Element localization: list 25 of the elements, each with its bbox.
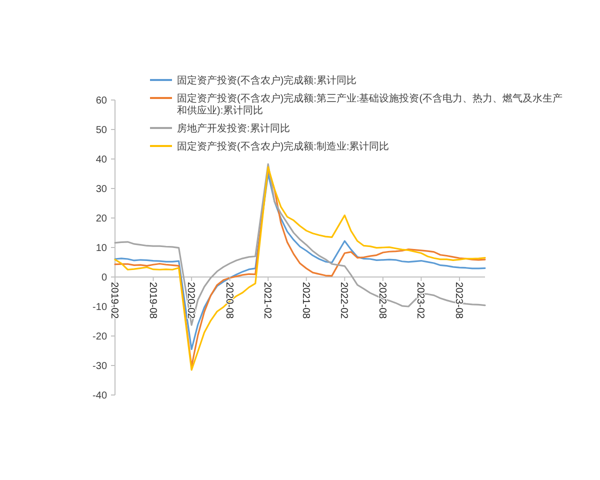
y-tick-label: -20 — [92, 332, 108, 342]
y-tick-label: -40 — [92, 390, 108, 402]
x-tick-label: 2021-08 — [300, 282, 311, 320]
legend-label: 房地产开发投资:累计同比 — [177, 122, 290, 134]
x-tick-label: 2022-02 — [338, 282, 350, 320]
y-tick-label: -30 — [92, 361, 108, 372]
legend-label: 固定资产投资(不含农户)完成额:第三产业:基础设施投资(不含电力、热力、燃气及水生产和供应业):累计同比 — [177, 92, 563, 116]
y-tick-label: -10 — [92, 302, 108, 313]
x-tick-label: 2022-08 — [376, 282, 388, 320]
y-tick-label: 10 — [96, 243, 108, 254]
x-tick-label: 2019-02 — [108, 282, 120, 320]
legend-label: 固定资产投资(不含农户)完成额:累计同比 — [177, 74, 356, 86]
x-tick-label: 2021-02 — [262, 282, 273, 320]
legend-label: 固定资产投资(不含农户)完成额:制造业:累计同比 — [177, 140, 390, 152]
y-tick-label: 30 — [96, 184, 108, 195]
x-tick-label: 2019-08 — [146, 282, 158, 320]
y-tick-label: 60 — [96, 96, 108, 106]
x-tick-label: 2020-08 — [223, 282, 234, 320]
y-tick-label: 0 — [101, 272, 108, 284]
x-tick-label: 2023-02 — [414, 282, 426, 320]
y-tick-label: 20 — [96, 214, 108, 224]
y-tick-label: 40 — [96, 154, 108, 166]
x-tick-label: 2020-02 — [185, 282, 196, 320]
x-tick-label: 2023-08 — [452, 282, 464, 320]
y-tick-label: 50 — [96, 125, 108, 136]
